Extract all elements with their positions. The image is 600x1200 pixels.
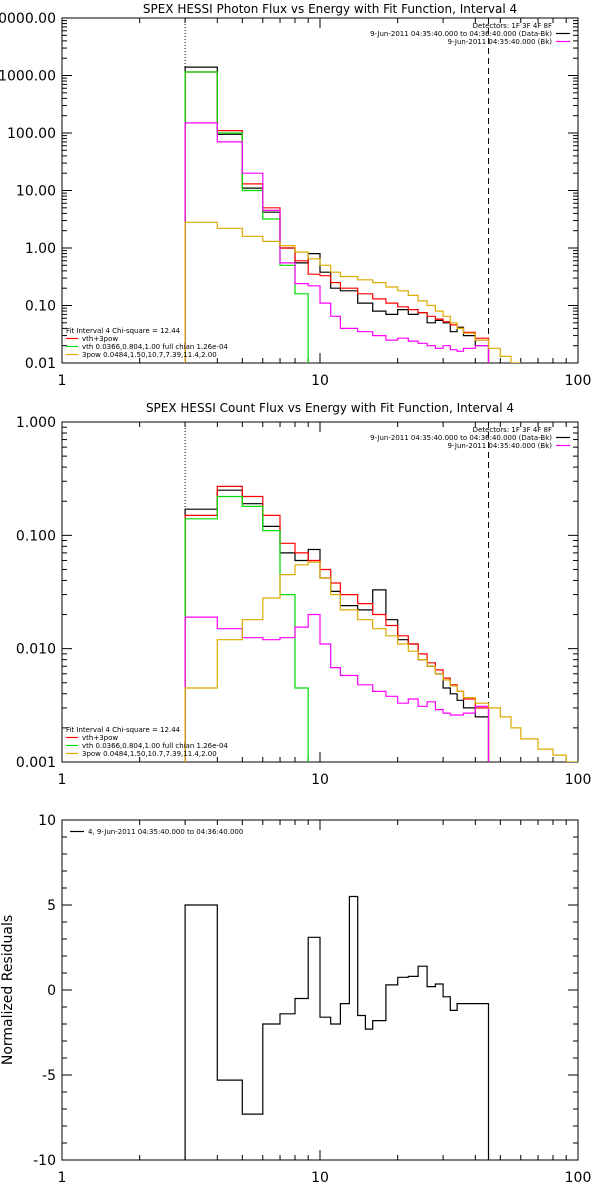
legend-entry: Fit Interval 4 Chi-square = 12.44	[66, 726, 181, 734]
legend-entry: 9-Jun-2011 04:35:40.000 (Bk)	[448, 442, 553, 450]
y-tick-label: 0.010	[16, 642, 56, 658]
legend-entry: vth 0.0366,0.804,1.00 full chian 1.26e-0…	[82, 742, 228, 750]
y-tick-label: 10.00	[16, 184, 56, 200]
x-tick-label: 1	[58, 772, 67, 788]
series-group	[184, 895, 490, 1160]
legend-entry: 9-Jun-2011 04:35:40.000 to 04:36:40.000 …	[370, 30, 552, 38]
series-group	[184, 485, 578, 762]
y-tick-label: 0.100	[16, 528, 56, 544]
y-tick-label: -5	[42, 1068, 56, 1084]
y-tick-label: 10000.00	[0, 11, 56, 27]
series-line-0	[184, 895, 490, 1160]
chart-title: SPEX HESSI Photon Flux vs Energy with Fi…	[143, 2, 517, 16]
series-line-1	[184, 71, 490, 363]
legend-entry: 3pow 0.0484,1.50,10.7,7.39,11.4,2.00	[82, 351, 217, 359]
legend-entry: 9-Jun-2011 04:35:40.000 to 04:36:40.000 …	[370, 434, 552, 442]
y-tick-label: 10	[38, 813, 56, 829]
legend-entry: Detectors: 1F 3F 4F 8F	[473, 426, 552, 434]
series-line-2	[184, 495, 309, 762]
legend-entry: Detectors: 1F 3F 4F 8F	[473, 22, 552, 30]
y-axis-label: Normalized Residuals	[0, 915, 16, 1065]
series-line-1	[184, 485, 490, 762]
legend-entry: 3pow 0.0484,1.50,10.7,7.39,11.4,2.00	[82, 750, 217, 758]
legend-entry: 9-Jun-2011 04:35:40.000 (Bk)	[448, 38, 553, 46]
y-tick-label: 100.00	[7, 126, 56, 142]
series-line-3	[184, 613, 490, 762]
series-line-0	[184, 489, 490, 762]
x-tick-label: 10	[311, 772, 329, 788]
legend-entry: Fit Interval 4 Chi-square = 12.44	[66, 327, 181, 335]
legend-entry: vth+3pow	[82, 734, 118, 742]
legend-entry: vth+3pow	[82, 335, 118, 343]
legend-entry: 4, 9-Jun-2011 04:35:40.000 to 04:36:40.0…	[88, 828, 243, 836]
x-tick-label: 10	[311, 373, 329, 389]
y-tick-label: 0.01	[25, 356, 56, 372]
count-flux-panel: SPEX HESSI Count Flux vs Energy with Fit…	[16, 401, 591, 788]
y-tick-label: 1000.00	[0, 69, 56, 85]
chart-title: SPEX HESSI Count Flux vs Energy with Fit…	[146, 401, 514, 415]
residuals-panel: Normalized Residuals 1 10 100 -10 -5 0 5 10 4, 9…	[0, 813, 591, 1186]
y-tick-label: 0	[47, 983, 56, 999]
photon-flux-panel: SPEX HESSI Photon Flux vs Energy with Fi…	[0, 2, 591, 389]
x-tick-label: 10	[311, 1170, 329, 1186]
series-line-0	[184, 66, 490, 363]
x-tick-label: 100	[565, 772, 592, 788]
x-tick-label: 100	[565, 1170, 592, 1186]
y-tick-label: 0.001	[16, 755, 56, 771]
legend-entry: vth 0.0366,0.804,1.00 full chian 1.26e-0…	[82, 343, 228, 351]
y-tick-label: 1.00	[25, 241, 56, 257]
y-tick-label: 0.10	[25, 299, 56, 315]
series-group	[184, 66, 521, 363]
y-tick-label: 5	[47, 898, 56, 914]
x-tick-label: 100	[565, 373, 592, 389]
series-line-4	[184, 561, 578, 762]
y-tick-label: -10	[33, 1153, 56, 1169]
x-tick-label: 1	[58, 1170, 67, 1186]
y-tick-label: 1.000	[16, 415, 56, 431]
series-line-3	[184, 122, 490, 363]
x-tick-label: 1	[58, 373, 67, 389]
series-line-4	[184, 221, 521, 363]
